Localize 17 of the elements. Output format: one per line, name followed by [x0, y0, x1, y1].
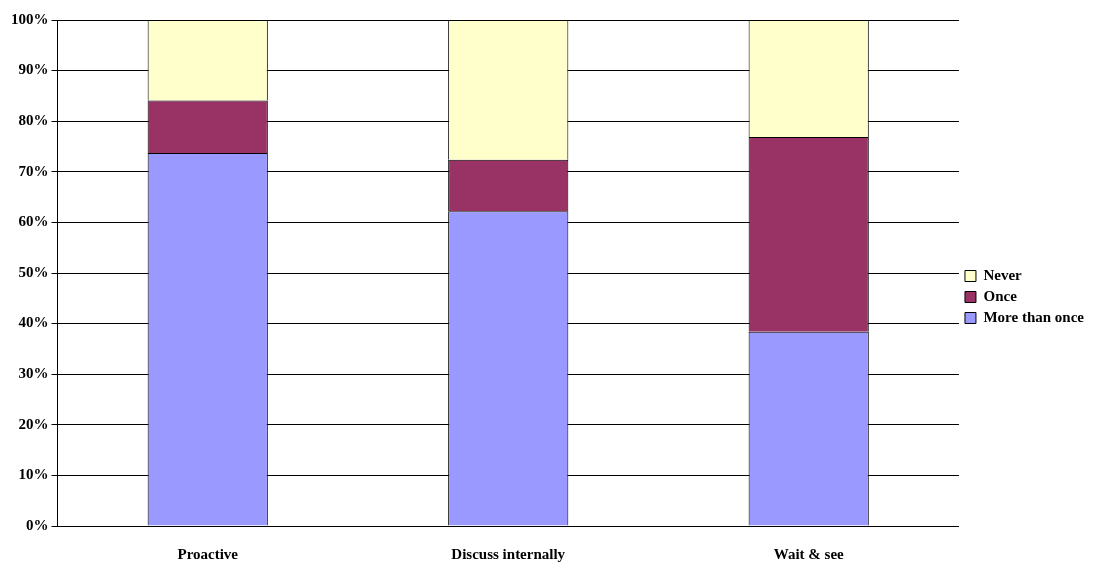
y-tick-label: 30%	[18, 365, 49, 382]
y-tick-label: 60%	[18, 213, 49, 230]
legend-label: More than once	[983, 308, 1085, 325]
y-tick-label: 40%	[18, 314, 49, 331]
y-tick-label: 90%	[18, 61, 49, 78]
x-tick-label: Proactive	[177, 545, 239, 562]
y-tick-label: 80%	[18, 112, 49, 129]
x-tick-label: Wait & see	[773, 545, 845, 562]
y-tick-label: 10%	[18, 466, 49, 483]
legend-label: Never	[983, 266, 1023, 283]
y-tick-label: 70%	[18, 162, 49, 179]
legend-label: Once	[983, 287, 1018, 304]
y-tick-label: 20%	[18, 415, 49, 432]
y-tick-label: 0%	[26, 516, 49, 533]
y-tick-label: 50%	[18, 263, 49, 280]
x-tick-label: Discuss internally	[451, 545, 566, 562]
y-tick-label: 100%	[11, 10, 49, 27]
